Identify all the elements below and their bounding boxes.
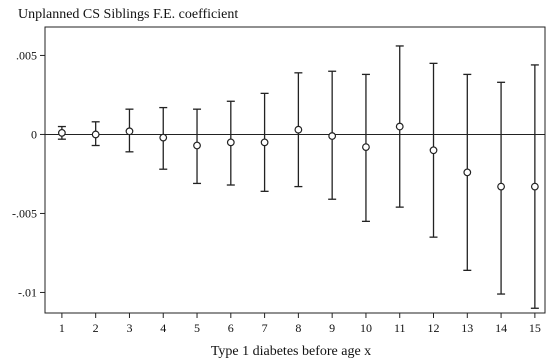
plot-border (44, 26, 546, 314)
point-estimate-marker (328, 132, 337, 140)
point-estimate-marker (497, 182, 505, 191)
ci-errorbar (429, 62, 438, 238)
x-tick-label: 11 (394, 321, 406, 335)
point-estimate-marker (226, 138, 235, 147)
x-tick-label: 13 (461, 321, 473, 335)
ci-errorbar (395, 45, 404, 208)
data-marks (57, 45, 539, 309)
x-tick-label: 9 (329, 321, 335, 335)
ci-errorbar (125, 108, 134, 153)
x-axis-title: Type 1 diabetes before age x (211, 344, 371, 359)
point-estimate-marker (395, 122, 404, 131)
ci-errorbar (463, 73, 472, 271)
x-tick-label: 1 (59, 321, 65, 335)
point-estimate-marker (260, 138, 269, 147)
x-tick-label: 3 (126, 321, 132, 335)
x-tick-label: 2 (93, 321, 99, 335)
ci-errorbar (57, 125, 66, 140)
plot-frame (44, 26, 546, 314)
point-estimate-marker (57, 128, 66, 137)
ci-errorbar (260, 92, 269, 192)
y-axis: .005 0 -.005 -.01 (12, 48, 45, 299)
point-estimate-marker (91, 130, 100, 139)
ci-errorbar (361, 73, 370, 223)
chart-title: Unplanned CS Siblings F.E. coefficient (18, 7, 238, 22)
x-tick-label: 8 (295, 321, 301, 335)
point-estimate-marker (159, 133, 168, 142)
x-tick-label: 10 (360, 321, 372, 335)
y-tick-label: .005 (16, 48, 37, 62)
point-estimate-marker (530, 182, 539, 191)
ci-errorbar (328, 70, 337, 200)
ci-errorbar (497, 81, 506, 295)
ci-errorbar (530, 64, 539, 309)
x-tick-label: 6 (228, 321, 234, 335)
ci-errorbar (226, 100, 235, 186)
point-estimate-marker (294, 125, 303, 134)
x-tick-label: 4 (160, 321, 166, 335)
point-estimate-marker (429, 146, 438, 155)
ci-errorbar (159, 106, 168, 170)
ci-errorbar (294, 72, 303, 188)
y-tick-label: -.01 (18, 285, 37, 299)
x-tick-label: 12 (428, 321, 440, 335)
x-tick-label: 5 (194, 321, 200, 335)
x-axis: 1 2 3 4 5 6 7 8 9 10 11 12 13 14 15 (59, 313, 541, 335)
ci-errorbar (193, 108, 202, 185)
point-estimate-marker (125, 127, 134, 136)
x-tick-label: 14 (495, 321, 507, 335)
ci-errorbar (91, 121, 100, 147)
x-tick-label: 15 (529, 321, 541, 335)
y-tick-label: -.005 (12, 206, 37, 220)
point-estimate-marker (362, 143, 370, 151)
x-tick-label: 7 (262, 321, 268, 335)
point-estimate-marker (193, 141, 201, 150)
point-estimate-marker (463, 168, 472, 177)
y-tick-label: 0 (31, 127, 37, 141)
